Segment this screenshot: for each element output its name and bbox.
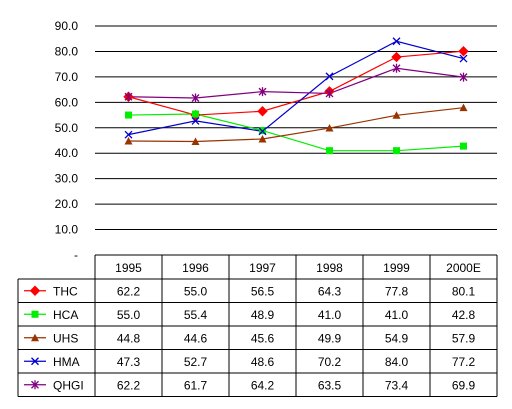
series-lines [128,40,464,152]
table-cell-value: 45.6 [251,331,275,345]
table-cell-value: 55.0 [184,284,208,298]
table-cell-value: 62.2 [117,378,141,392]
data-point-thc [257,106,268,117]
table-cell-value: 70.2 [318,355,342,369]
table-cell-value: 77.8 [385,284,409,298]
data-point-thc [391,51,402,63]
legend-label: QHGI [53,378,84,392]
table-cell-value: 47.3 [117,355,141,369]
legend-label: HCA [53,308,78,322]
table-cell-value: 57.9 [452,331,476,345]
data-point-qhgi [258,87,267,97]
legend-marker-hma [31,357,39,366]
table-cell-value: 80.1 [452,284,476,298]
data-point-hma [258,127,267,136]
y-tick-label: 80.0 [55,44,79,58]
y-tick-label: - [74,248,78,262]
table-cell-value: 44.6 [184,331,208,345]
table-cell-value: 52.7 [184,355,208,369]
legend-marker-uhs [31,333,39,342]
data-point-uhs [325,124,334,132]
table-cell-value: 49.9 [318,331,342,345]
table-cell-value: 62.2 [117,284,141,298]
table-cell-value: 44.8 [117,331,141,345]
data-point-hca [125,111,132,119]
table-cell-value: 73.4 [385,378,409,392]
table-cell-value: 69.9 [452,378,476,392]
table-cell-value: 48.6 [251,355,275,369]
category-label: 2000E [446,261,481,275]
y-tick-label: 60.0 [55,95,79,109]
y-tick-label: 40.0 [55,146,79,160]
category-label: 1995 [115,261,142,275]
data-point-uhs [258,134,267,143]
data-point-hca [393,147,400,155]
series-line-uhs [128,107,464,143]
data-point-qhgi [459,72,468,82]
table-cell-value: 55.0 [117,308,141,322]
data-point-hca [326,147,333,155]
data-point-hma [325,72,334,81]
data-point-hma [392,37,401,46]
data-point-hma [459,54,468,63]
y-tick-label: 90.0 [55,19,79,33]
series-markers [123,37,469,155]
legend-marker-qhgi [31,380,39,390]
y-tick-label: 50.0 [55,121,79,135]
table-cell-value: 55.4 [184,308,208,322]
data-point-hca [192,110,199,118]
data-point-uhs [124,137,133,145]
data-point-hca [460,142,467,150]
table-cell-value: 61.7 [184,378,208,392]
legend-label: HMA [53,355,80,369]
table-cell-value: 64.2 [251,378,275,392]
data-point-uhs [191,137,200,146]
table-cell-value: 42.8 [452,308,476,322]
y-tick-label: 30.0 [55,172,79,186]
table-cell-value: 56.5 [251,284,275,298]
category-label: 1996 [182,261,209,275]
y-tick-label: 20.0 [55,197,79,211]
table-cell-value: 54.9 [385,331,409,345]
table-cell-value: 41.0 [318,308,342,322]
legend-label: THC [53,284,78,298]
data-point-qhgi [124,92,133,102]
data-point-thc [458,45,469,57]
data-point-qhgi [325,88,334,98]
data-point-uhs [459,103,468,112]
series-line-thc [128,50,464,116]
category-label: 1997 [249,261,276,275]
data-point-qhgi [392,63,401,73]
legend-marker-hca [31,310,39,318]
y-axis: - 10.0 20.0 30.0 40.0 50.0 60.0 70.0 80.0 90.0 [55,19,79,262]
legend-marker-thc [29,285,41,296]
data-table: 1995 1996 1997 1998 1999 2000E THC 62.2 55.0 56.5… [17,255,498,397]
y-tick-label: 10.0 [55,223,79,237]
series-line-hma [128,40,464,136]
y-tick-label: 70.0 [55,70,79,84]
data-point-hma [124,130,133,139]
table-cell-value: 41.0 [385,308,409,322]
data-point-qhgi [191,93,200,103]
table-cell-value: 63.5 [318,378,342,392]
data-point-uhs [392,111,401,119]
category-label: 1999 [383,261,410,275]
category-label: 1998 [316,261,343,275]
table-cell-value: 77.2 [452,355,476,369]
legend-label: UHS [53,331,78,345]
data-point-hma [191,116,200,125]
table-cell-value: 64.3 [318,284,342,298]
table-cell-value: 84.0 [385,355,409,369]
series-line-qhgi [128,67,464,99]
table-cell-value: 48.9 [251,308,275,322]
series-line-hca [128,113,464,152]
